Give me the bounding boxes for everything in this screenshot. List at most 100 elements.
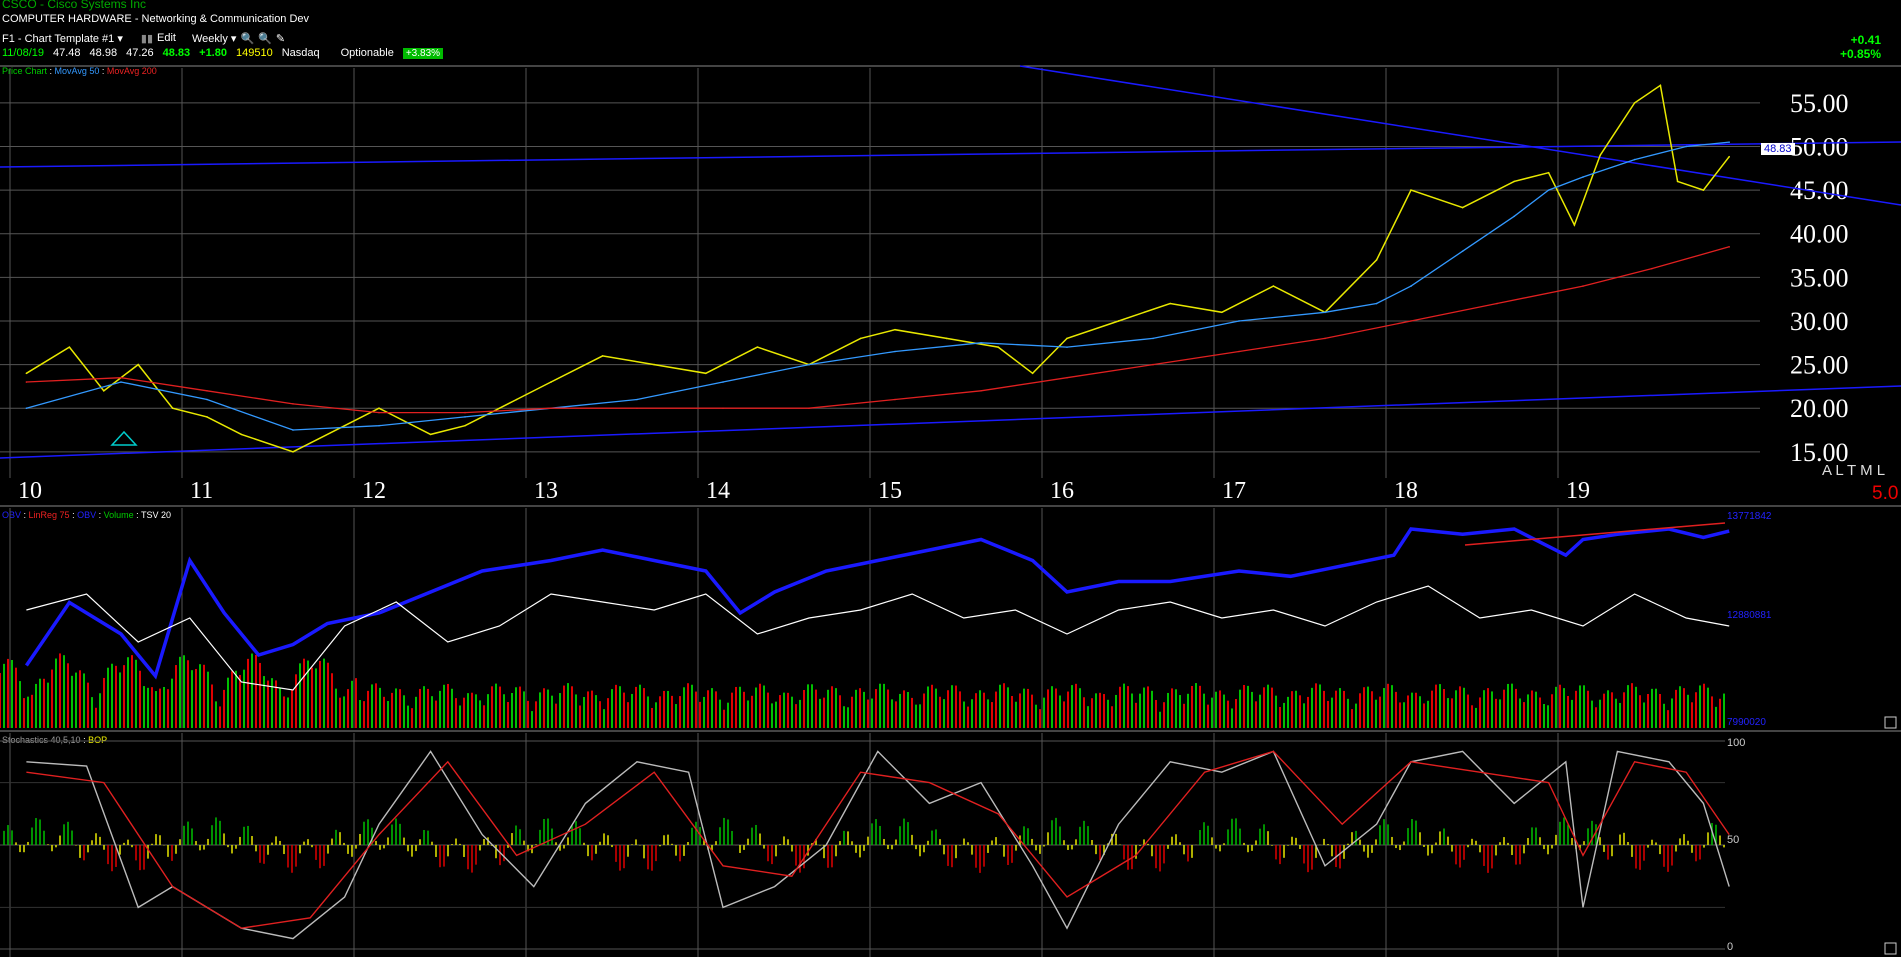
data-point xyxy=(1066,346,1068,348)
data-point xyxy=(206,416,208,418)
trendline xyxy=(1019,65,1901,206)
obv-top-label: 13771842 xyxy=(1727,511,1772,522)
data-point xyxy=(1066,376,1068,379)
data-point xyxy=(722,407,724,410)
data-point xyxy=(68,346,71,348)
legend-ma50: MovAvg 50 xyxy=(54,66,100,76)
stoch-legend: Stochastics 40,5,10 : BOP xyxy=(2,735,108,745)
quote-low: 47.26 xyxy=(126,47,154,59)
y-tick-label: 50.00 xyxy=(1790,133,1849,162)
data-point xyxy=(808,407,810,410)
price-legend: Price Chart : MovAvg 50 : MovAvg 200 xyxy=(2,66,157,76)
data-point xyxy=(859,337,862,340)
legend-obv: OBV xyxy=(2,510,22,520)
quote-date: 11/08/19 xyxy=(2,47,45,59)
expand-panel-icon xyxy=(1884,942,1897,955)
data-point xyxy=(103,389,105,392)
data-point xyxy=(25,381,28,383)
legend-linreg: LinReg 75 xyxy=(28,510,70,520)
data-point xyxy=(378,424,380,427)
expand-panel-icon xyxy=(1884,716,1897,729)
data-point xyxy=(1272,285,1275,287)
data-point xyxy=(206,389,208,392)
data-point xyxy=(1582,176,1584,178)
data-point xyxy=(1547,189,1550,191)
chevron-down-icon: ▾ xyxy=(117,32,123,45)
data-point xyxy=(292,451,294,453)
data-point xyxy=(1375,302,1378,305)
edit-button[interactable]: Edit xyxy=(157,32,176,44)
legend-ma200: MovAvg 200 xyxy=(106,66,157,76)
series-line-movavg-200 xyxy=(26,246,1730,414)
template-label: F1 - Chart Template #1 xyxy=(2,32,115,45)
bar-chart-icon[interactable]: ▮▮ xyxy=(140,32,153,45)
data-point xyxy=(756,346,759,348)
data-point xyxy=(120,376,122,379)
data-point xyxy=(464,416,466,418)
data-point xyxy=(25,372,28,375)
period-select[interactable]: Weekly ▾ xyxy=(192,32,236,45)
data-point xyxy=(1117,320,1120,322)
industry-label: COMPUTER HARDWARE - Networking & Communi… xyxy=(2,13,310,25)
data-point xyxy=(550,381,552,383)
y-tick-label: 20.00 xyxy=(1790,394,1849,423)
data-point xyxy=(722,381,724,383)
data-point xyxy=(550,407,552,410)
series-line-stochastics xyxy=(26,750,1730,940)
zoom-in-icon[interactable]: 🔍 xyxy=(240,32,255,45)
stoch-50-label: 50 xyxy=(1727,834,1740,846)
y-tick-label: 45.00 xyxy=(1790,176,1849,205)
data-point xyxy=(515,398,518,401)
trendline xyxy=(0,141,1901,168)
x-tick-label: 19 xyxy=(1566,478,1590,504)
data-point xyxy=(171,407,174,410)
quote-open: 47.48 xyxy=(53,47,81,59)
data-point xyxy=(137,363,139,366)
data-point xyxy=(808,363,810,366)
draw-pencil-icon[interactable]: ✎ xyxy=(275,32,286,45)
data-point xyxy=(1599,154,1601,157)
day-change-abs: +0.41 xyxy=(1850,33,1881,47)
data-point xyxy=(653,363,655,366)
x-tick-label: 14 xyxy=(706,478,730,504)
data-point xyxy=(1728,141,1730,143)
data-point xyxy=(1152,337,1154,340)
data-point xyxy=(1066,337,1068,340)
quote-change: +1.80 xyxy=(199,47,227,59)
y-tick-label: 25.00 xyxy=(1790,351,1849,380)
legend-price: Price Chart xyxy=(2,66,48,76)
data-point xyxy=(240,433,243,436)
template-select[interactable]: F1 - Chart Template #1 ▾ xyxy=(2,32,123,45)
x-tick-label: 12 xyxy=(362,478,386,504)
data-point xyxy=(1461,250,1464,252)
data-point xyxy=(1573,224,1576,226)
day-change: +0.41 +0.85% xyxy=(1840,33,1881,61)
y-tick-label: 15.00 xyxy=(1790,438,1849,467)
data-point xyxy=(1152,363,1154,366)
data-point xyxy=(1461,206,1464,209)
legend-tsv: TSV 20 xyxy=(141,510,172,520)
data-point xyxy=(1410,285,1412,287)
data-point xyxy=(1375,259,1378,261)
data-point xyxy=(343,424,346,427)
data-point xyxy=(894,398,896,401)
legend-bop: BOP xyxy=(88,735,108,745)
quote-volume: 149510 xyxy=(235,47,273,59)
zoom-out-icon[interactable]: 🔍 xyxy=(258,32,272,45)
pattern-marker-icon xyxy=(110,430,138,446)
data-point xyxy=(464,424,466,427)
data-point xyxy=(636,398,638,401)
series-line-stoch-signal xyxy=(26,750,1730,929)
x-tick-label: 17 xyxy=(1222,478,1246,504)
data-point xyxy=(292,403,294,405)
legend-stoch: Stochastics 40,5,10 xyxy=(2,735,81,745)
data-point xyxy=(1633,102,1636,104)
quote-high: 48.98 xyxy=(89,47,118,59)
al-tml-label: A L T M L xyxy=(1822,462,1886,479)
data-point xyxy=(997,346,999,348)
y-tick-label: 30.00 xyxy=(1790,307,1849,336)
last-price-tag: 48.83 xyxy=(1761,143,1795,155)
data-point xyxy=(1324,311,1326,314)
data-point xyxy=(292,429,294,431)
